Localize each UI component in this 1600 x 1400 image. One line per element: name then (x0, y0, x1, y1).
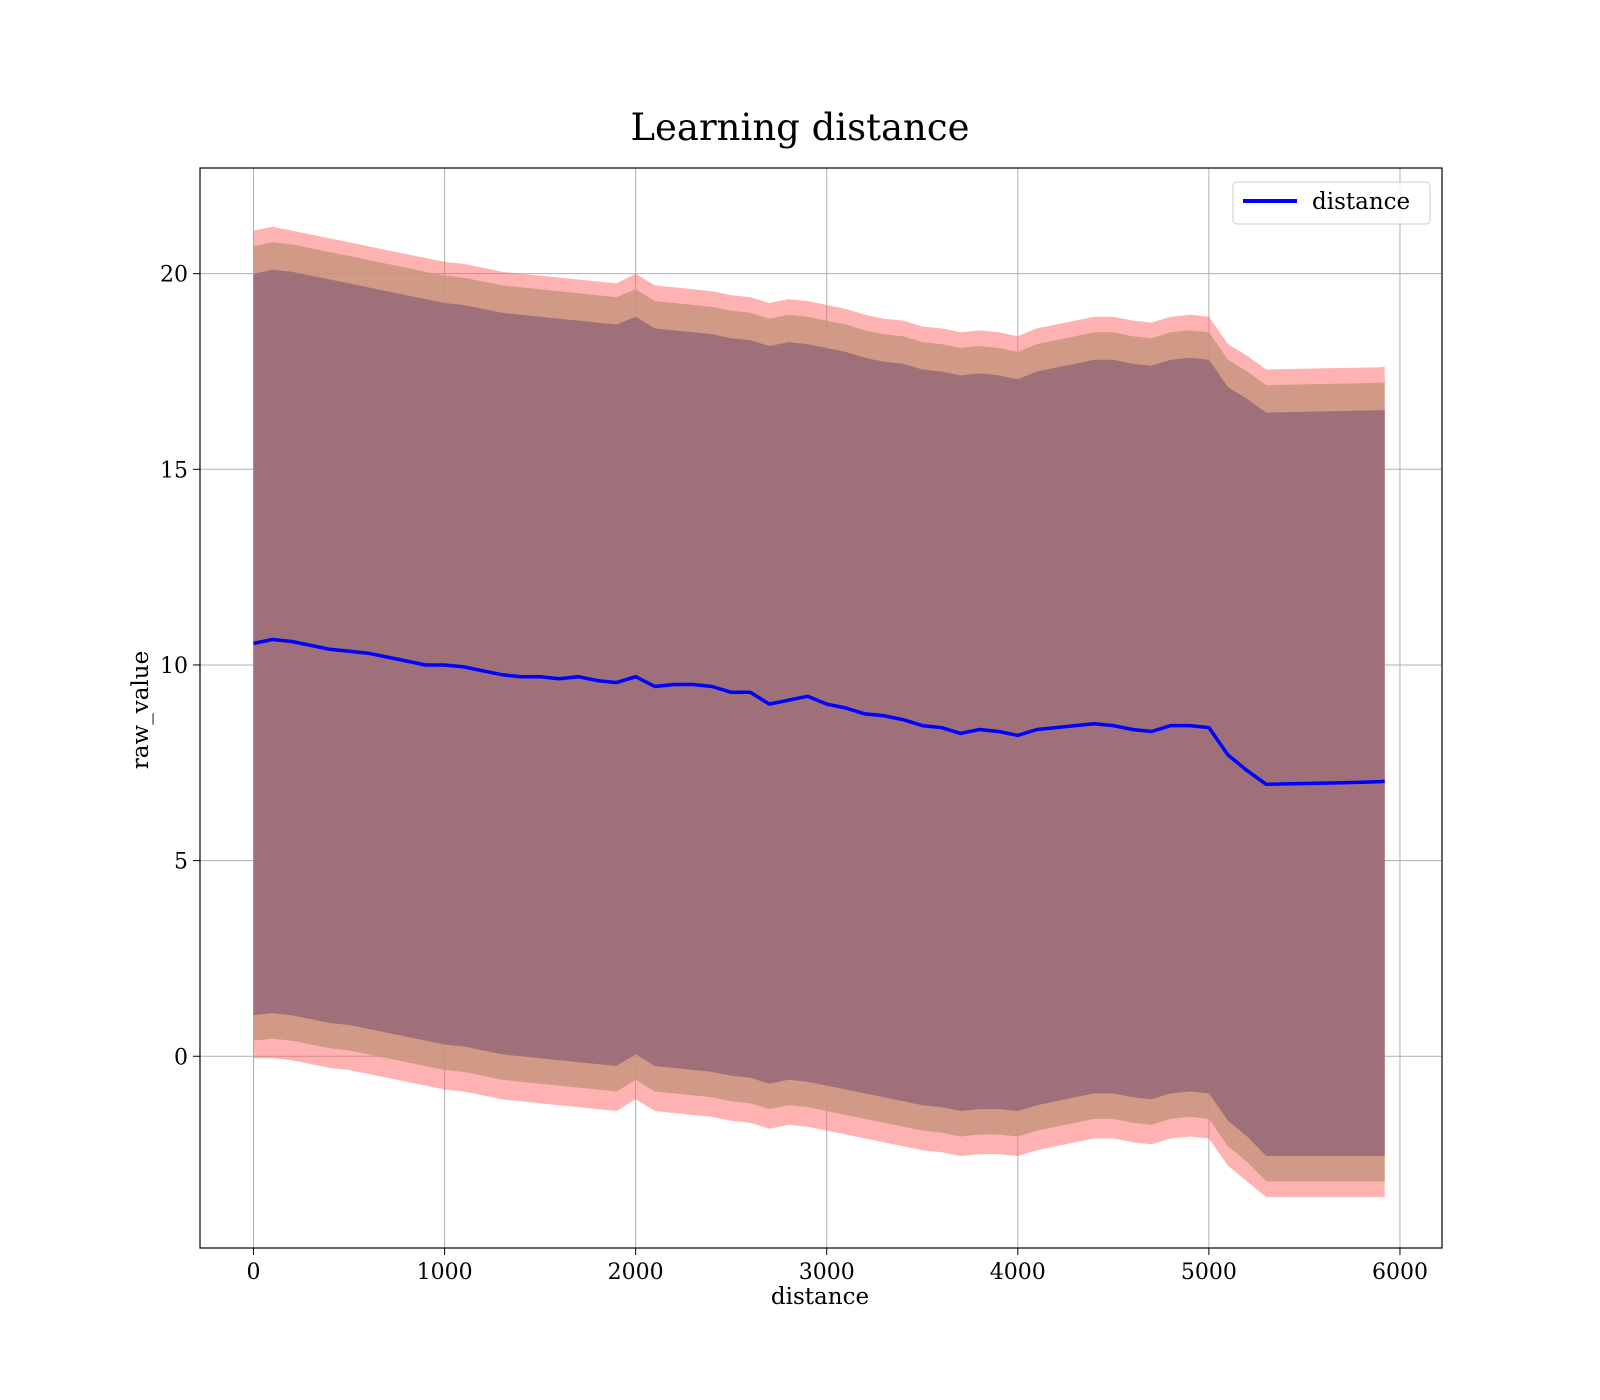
y-tick-label-3: 15 (160, 458, 188, 483)
legend-entry-distance: distance (1312, 189, 1410, 215)
y-axis-label: raw_value (128, 651, 154, 769)
y-tick-label-2: 10 (160, 654, 188, 679)
band-inner (253, 269, 1385, 1156)
y-tick-label-1: 5 (174, 850, 188, 875)
axes-frame (199, 167, 1443, 1249)
plot-area: 0 1000 2000 3000 4000 5000 6000 0 5 10 15 20 (160, 167, 1443, 1285)
y-tick-label-0: 0 (174, 1045, 188, 1070)
x-tick-label-4: 4000 (990, 1260, 1046, 1285)
legend: distance (1232, 181, 1431, 225)
x-tick-label-6: 6000 (1372, 1260, 1428, 1285)
x-tick-label-5: 5000 (1181, 1260, 1237, 1285)
x-tick-label-0: 0 (247, 1260, 261, 1285)
x-tick-label-1: 1000 (417, 1260, 473, 1285)
y-tick-label-4: 20 (160, 263, 188, 288)
x-tick-label-3: 3000 (799, 1260, 855, 1285)
legend-box (1232, 181, 1431, 225)
chart-title: Learning distance (630, 106, 969, 149)
x-tick-label-2: 2000 (608, 1260, 664, 1285)
x-axis-label: distance (771, 1284, 869, 1310)
series-line-distance (253, 637, 1385, 787)
